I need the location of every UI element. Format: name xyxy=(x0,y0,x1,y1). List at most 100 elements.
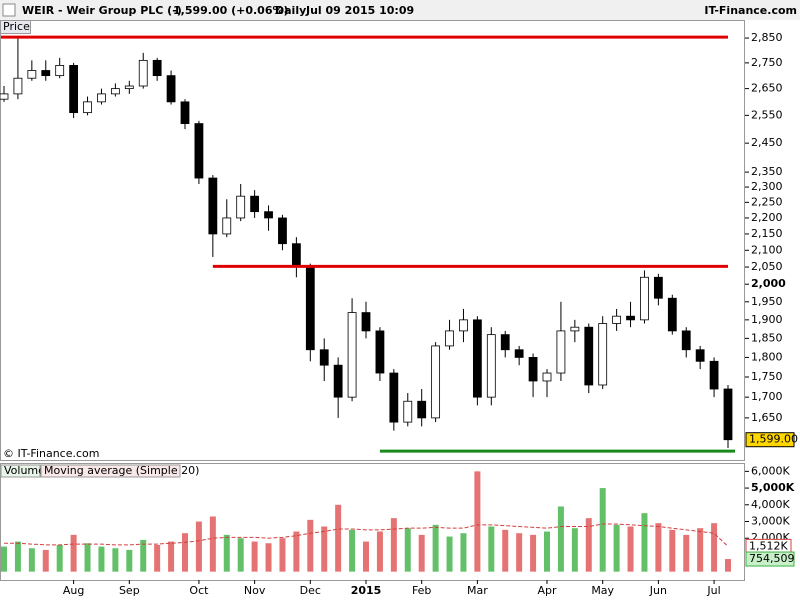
candle-body xyxy=(403,400,413,423)
volume-bar xyxy=(446,536,453,572)
y-tick-label: 1,750 xyxy=(751,370,783,383)
candle-body xyxy=(667,297,677,332)
y-tick-label: 2,450 xyxy=(751,136,783,149)
candle-body xyxy=(208,177,218,235)
y-tick-label: 5,000K xyxy=(751,481,795,494)
volume-bar xyxy=(627,526,634,572)
last-price-box xyxy=(745,432,795,448)
candle-body xyxy=(584,326,594,386)
volume-bar xyxy=(516,533,523,572)
y-tick-label: 1,850 xyxy=(751,331,783,344)
volume-bar xyxy=(98,546,105,572)
candle-body xyxy=(69,65,79,114)
candle-body xyxy=(0,93,9,100)
volume-bar xyxy=(195,521,202,572)
y-tick-label: 6,000K xyxy=(751,464,790,477)
volume-bar xyxy=(363,541,369,572)
interval: Daily xyxy=(275,4,306,17)
candle-body xyxy=(598,323,608,386)
volume-bar xyxy=(321,526,328,572)
x-tick-label: May xyxy=(591,584,614,597)
volume-bar xyxy=(641,513,648,572)
x-tick-label: Sep xyxy=(119,584,140,597)
candle-body xyxy=(347,312,357,398)
y-tick-label: 2,850 xyxy=(751,31,783,44)
candle-body xyxy=(445,330,454,347)
volume-last-box xyxy=(745,551,795,567)
x-tick-label: Aug xyxy=(63,584,84,597)
y-tick-label: 1,650 xyxy=(751,411,783,424)
volume-bar xyxy=(725,559,731,572)
y-tick-label: 1,800 xyxy=(751,350,783,363)
candle-body xyxy=(486,334,496,398)
volume-bar xyxy=(530,534,537,572)
y-tick-label: 1,900 xyxy=(751,313,783,326)
volume-bar xyxy=(42,549,49,572)
timestamp: Jul 09 2015 10:09 xyxy=(305,4,414,17)
panel-tab-label: Price xyxy=(3,20,30,33)
candle-body xyxy=(110,88,120,95)
candle-body xyxy=(389,372,399,423)
y-tick-label: 2,000 xyxy=(751,277,786,290)
volume-bar xyxy=(544,531,550,572)
volume-bar xyxy=(307,519,314,572)
candle-body xyxy=(264,211,273,219)
y-tick-label: 2,750 xyxy=(751,56,783,69)
candle-body xyxy=(194,123,204,179)
candle-body xyxy=(514,349,524,358)
candle-body xyxy=(500,334,510,351)
candle-body xyxy=(166,75,176,103)
volume-bar xyxy=(460,533,467,572)
moving-average xyxy=(4,523,729,547)
volume-bar xyxy=(1,546,7,572)
y-tick-label: 2,350 xyxy=(751,165,783,178)
x-tick-label: 2015 xyxy=(351,584,382,597)
y-tick-label: 2,650 xyxy=(751,82,783,95)
volume-bar xyxy=(390,518,397,572)
volume-bar xyxy=(112,548,119,572)
volume-bar xyxy=(376,531,383,572)
candle-body xyxy=(640,276,649,321)
y-tick-label: 2,200 xyxy=(751,211,783,224)
volume-bar xyxy=(655,523,662,572)
volume-bar xyxy=(182,533,188,572)
volume-bar xyxy=(265,543,272,572)
y-tick-label: 1,700 xyxy=(751,390,783,403)
x-tick-label: Jun xyxy=(649,584,667,597)
candle-body xyxy=(612,315,622,324)
volume-bar xyxy=(474,471,481,572)
candle-body xyxy=(709,360,719,390)
candle-body xyxy=(236,195,246,219)
legend-label: Volume xyxy=(4,464,45,477)
copyright: © IT-Finance.com xyxy=(3,447,100,460)
x-tick-label: Oct xyxy=(189,584,209,597)
volume-bar xyxy=(683,534,690,572)
x-tick-label: Feb xyxy=(412,584,431,597)
candle-body xyxy=(83,101,92,114)
candle-body xyxy=(626,315,635,321)
candle-body xyxy=(180,101,190,124)
quote: 1,599.00 (+0.06%) xyxy=(173,4,289,17)
x-tick-label: Apr xyxy=(537,584,557,597)
candle-body xyxy=(723,388,733,441)
candle-body xyxy=(556,330,566,374)
volume-bar xyxy=(432,524,439,572)
volume-bar xyxy=(585,518,592,572)
volume-bar xyxy=(56,544,63,572)
volume-bar xyxy=(168,541,175,572)
candle-body xyxy=(681,330,691,351)
candle-body xyxy=(361,312,371,332)
volume-bar xyxy=(251,541,258,572)
volume-panel xyxy=(0,463,745,581)
candle-body xyxy=(472,319,482,398)
candle-body xyxy=(278,217,287,245)
y-tick-label: 1,950 xyxy=(751,295,783,308)
candle-body xyxy=(41,70,51,77)
candle-body xyxy=(570,326,580,332)
volume-bar xyxy=(279,538,286,572)
legend-box xyxy=(0,464,41,478)
header-bar xyxy=(0,0,800,20)
y-tick-label: 3,000K xyxy=(751,515,790,528)
candle-body xyxy=(375,330,385,374)
